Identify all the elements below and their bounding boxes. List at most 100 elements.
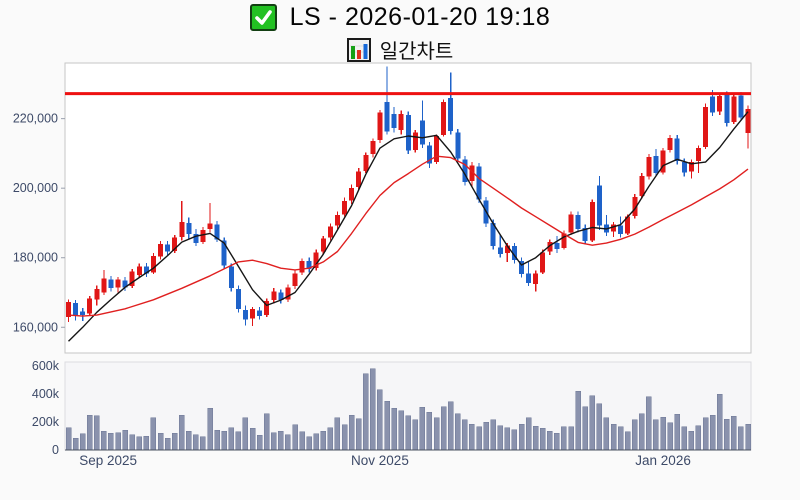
checkbox-icon[interactable]: [249, 4, 277, 31]
volume-bar: [278, 430, 284, 451]
candle-down: [476, 166, 482, 200]
volume-bar: [447, 401, 454, 451]
candle-down: [384, 101, 390, 132]
candle-up: [66, 301, 71, 317]
candle-down: [122, 280, 128, 288]
volume-bar: [653, 419, 659, 451]
volume-bar: [695, 425, 702, 451]
volume-bar: [639, 413, 645, 451]
volume-bar: [426, 412, 433, 451]
volume-bar: [242, 417, 249, 451]
candle-down: [448, 97, 454, 131]
volume-axis: 600k 400k 200k 0: [32, 359, 60, 457]
price-axis-label: 200,000: [13, 181, 58, 195]
candle-up: [200, 229, 206, 243]
candle-up: [299, 261, 305, 273]
volume-bar: [667, 422, 673, 451]
candle-down: [235, 289, 241, 309]
volume-bar: [94, 415, 100, 451]
candle-down: [582, 228, 588, 242]
date-axis-label: Jan 2026: [635, 453, 691, 468]
volume-bar: [313, 433, 319, 451]
candle-up: [540, 252, 546, 273]
volume-bar: [490, 419, 496, 451]
candle-up: [646, 156, 652, 177]
volume-bar: [688, 430, 695, 451]
candle-up: [625, 216, 631, 234]
volume-bar: [207, 407, 213, 451]
volume-bar: [136, 436, 143, 451]
candle-down: [228, 266, 234, 288]
candle-down: [724, 94, 730, 123]
candle-down: [618, 225, 624, 235]
volume-bar: [419, 407, 426, 451]
volume-bar: [731, 416, 737, 451]
candle-down: [257, 310, 263, 316]
volume-bar: [709, 414, 716, 451]
volume-bar: [320, 430, 327, 451]
candle-up: [129, 271, 135, 287]
volume-bar: [179, 414, 185, 451]
candle-up: [285, 287, 291, 300]
candle-up: [611, 224, 617, 232]
volume-bar: [525, 417, 532, 451]
volume-bar: [405, 415, 411, 451]
candle-down: [108, 279, 114, 288]
checkmark-icon: [254, 10, 272, 25]
volume-bar: [249, 428, 256, 451]
candle-down: [426, 145, 432, 164]
candle-down: [278, 292, 284, 301]
volume-bar: [221, 430, 227, 451]
volume-bar: [256, 435, 263, 451]
candle-down: [143, 266, 149, 274]
volume-bar: [646, 396, 652, 451]
ma-long-line: [68, 155, 749, 317]
volume-bar: [624, 431, 631, 451]
candle-up: [101, 278, 107, 293]
candle-down: [497, 247, 503, 255]
volume-bar: [412, 419, 419, 451]
volume-bar: [554, 432, 560, 451]
candle-up: [731, 96, 737, 123]
candle-up: [504, 245, 510, 254]
volume-bar: [497, 425, 504, 451]
volume-bar: [72, 437, 79, 451]
candle-down: [242, 309, 248, 320]
volume-bar: [86, 414, 93, 451]
candle-down: [519, 261, 524, 275]
chart-title: LS - 2026-01-20 19:18: [289, 3, 551, 31]
candle-up: [292, 273, 298, 287]
volume-bar: [547, 430, 553, 451]
volume-bar: [157, 432, 164, 451]
candle-up: [207, 223, 213, 229]
volume-bar: [674, 414, 680, 451]
volume-bar: [511, 429, 518, 451]
volume-bar: [79, 433, 86, 451]
candle-down: [455, 132, 461, 159]
candle-up: [264, 301, 270, 316]
volume-bar: [716, 393, 723, 451]
volume-bar: [702, 417, 709, 451]
candle-up: [469, 165, 475, 182]
candles: [66, 66, 751, 327]
volume-bar: [299, 431, 305, 451]
candle-down: [681, 162, 687, 173]
volume-bar: [532, 426, 539, 451]
candle-down: [490, 222, 496, 247]
candle-down: [419, 120, 425, 145]
bar-chart-icon: [346, 37, 371, 62]
candle-down: [405, 115, 411, 151]
volume-bar: [271, 432, 277, 451]
candle-up: [349, 188, 355, 201]
candle-up: [150, 255, 156, 273]
volume-bar: [200, 436, 206, 451]
candle-down: [165, 244, 171, 252]
candle-up: [172, 237, 178, 251]
candle-up: [250, 308, 256, 319]
volume-bar: [384, 400, 390, 451]
volume-bar: [589, 395, 596, 451]
volume-bar: [745, 423, 751, 451]
candle-down: [73, 302, 79, 317]
volume-bar: [504, 427, 511, 451]
